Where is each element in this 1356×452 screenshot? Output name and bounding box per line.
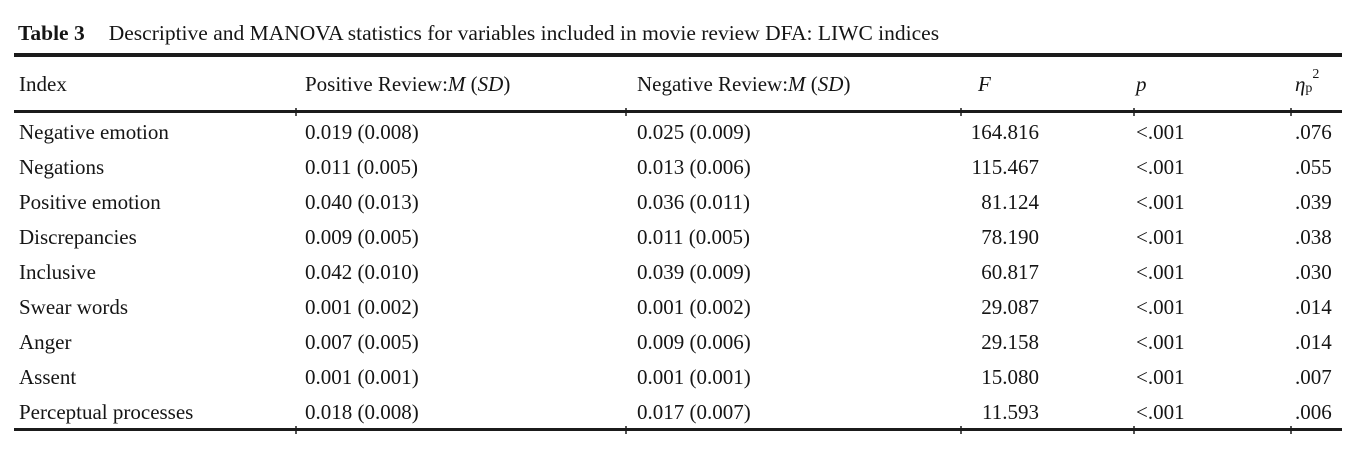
cell-eta-squared: .038 [1295, 225, 1332, 249]
cell-f-statistic: 60.817 [981, 260, 1039, 284]
column-boundary-tick [1290, 425, 1292, 434]
cell-index: Negations [19, 155, 105, 179]
column-boundary-tick [1133, 107, 1135, 116]
cell-index: Anger [19, 330, 72, 354]
cell-positive-review: 0.040 (0.013) [305, 190, 419, 214]
cell-eta-squared: .014 [1295, 295, 1332, 319]
cell-positive-review: 0.007 (0.005) [305, 330, 419, 354]
header-index-label: Index [19, 71, 67, 96]
statistics-table: Index Positive Review: M (SD) Negative R… [14, 53, 1342, 434]
cell-f-statistic: 81.124 [981, 190, 1039, 214]
negative-review-prefix: Negative Review: [637, 71, 789, 96]
column-boundary-tick [960, 425, 962, 434]
column-boundary-tick [960, 107, 962, 116]
cell-negative-review: 0.013 (0.006) [637, 155, 751, 179]
top-rule [14, 53, 1342, 57]
cell-positive-review: 0.042 (0.010) [305, 260, 419, 284]
cell-index: Negative emotion [19, 120, 169, 144]
cell-negative-review: 0.011 (0.005) [637, 225, 750, 249]
cell-negative-review: 0.009 (0.006) [637, 330, 751, 354]
mean-symbol: M [788, 71, 806, 96]
cell-eta-squared: .039 [1295, 190, 1332, 214]
cell-negative-review: 0.001 (0.001) [637, 365, 751, 389]
cell-negative-review: 0.025 (0.009) [637, 120, 751, 144]
table-grid: Index Positive Review: M (SD) Negative R… [14, 57, 1342, 426]
positive-review-prefix: Positive Review: [305, 71, 448, 96]
column-header-index: Index [14, 57, 295, 111]
cell-f-statistic: 11.593 [982, 400, 1039, 424]
cell-f-statistic: 29.158 [981, 330, 1039, 354]
cell-eta-squared: .007 [1295, 365, 1332, 389]
cell-eta-squared: .006 [1295, 400, 1332, 424]
column-header-p-value: p [1133, 57, 1290, 111]
cell-positive-review: 0.018 (0.008) [305, 400, 419, 424]
cell-f-statistic: 29.087 [981, 295, 1039, 319]
cell-p-value: <.001 [1136, 295, 1185, 319]
table-number-label: Table 3 [18, 21, 85, 45]
cell-index: Swear words [19, 295, 129, 319]
cell-negative-review: 0.017 (0.007) [637, 400, 751, 424]
column-header-positive-review: Positive Review: M (SD) [295, 57, 625, 111]
sd-symbol: SD [817, 71, 844, 96]
cell-p-value: <.001 [1136, 225, 1185, 249]
cell-positive-review: 0.001 (0.002) [305, 295, 419, 319]
cell-f-statistic: 15.080 [981, 365, 1039, 389]
table-caption: Descriptive and MANOVA statistics for va… [108, 21, 940, 45]
cell-positive-review: 0.011 (0.005) [305, 155, 418, 179]
paren-open: ( [465, 71, 478, 96]
column-boundary-tick [625, 425, 627, 434]
bottom-rule [14, 428, 1342, 431]
column-boundary-tick [625, 107, 627, 116]
header-rule [14, 110, 1342, 113]
sd-symbol: SD [477, 71, 504, 96]
cell-f-statistic: 115.467 [971, 155, 1039, 179]
cell-f-statistic: 78.190 [981, 225, 1039, 249]
eta-symbol: η [1295, 71, 1306, 96]
cell-index: Assent [19, 365, 77, 389]
cell-negative-review: 0.039 (0.009) [637, 260, 751, 284]
cell-eta-squared: .055 [1295, 155, 1332, 179]
cell-eta-squared: .014 [1295, 330, 1332, 354]
column-boundary-tick [1133, 425, 1135, 434]
column-boundary-tick [1290, 107, 1292, 116]
cell-positive-review: 0.019 (0.008) [305, 120, 419, 144]
mean-symbol: M [447, 71, 466, 96]
paren-open: ( [805, 71, 818, 96]
cell-index: Perceptual processes [19, 400, 194, 424]
column-header-negative-review: Negative Review: M (SD) [625, 57, 960, 111]
cell-index: Positive emotion [19, 190, 161, 214]
paren-close: ) [843, 71, 851, 96]
cell-p-value: <.001 [1136, 120, 1185, 144]
cell-positive-review: 0.001 (0.001) [305, 365, 419, 389]
f-symbol: F [978, 71, 991, 96]
cell-f-statistic: 164.816 [970, 120, 1039, 144]
cell-p-value: <.001 [1136, 330, 1185, 354]
column-boundary-tick [295, 425, 297, 434]
cell-negative-review: 0.036 (0.011) [637, 190, 750, 214]
p-symbol: p [1136, 71, 1147, 96]
cell-p-value: <.001 [1136, 365, 1185, 389]
paren-close: ) [503, 71, 511, 96]
column-header-f-statistic: F [960, 57, 1133, 111]
cell-p-value: <.001 [1136, 260, 1185, 284]
column-boundary-tick [295, 107, 297, 116]
cell-index: Inclusive [19, 260, 96, 284]
cell-eta-squared: .076 [1295, 120, 1332, 144]
cell-negative-review: 0.001 (0.002) [637, 295, 751, 319]
cell-p-value: <.001 [1136, 400, 1185, 424]
cell-positive-review: 0.009 (0.005) [305, 225, 419, 249]
cell-p-value: <.001 [1136, 190, 1185, 214]
cell-eta-squared: .030 [1295, 260, 1332, 284]
table-title: Table 3 Descriptive and MANOVA statistics… [18, 21, 939, 46]
cell-index: Discrepancies [19, 225, 137, 249]
cell-p-value: <.001 [1136, 155, 1185, 179]
